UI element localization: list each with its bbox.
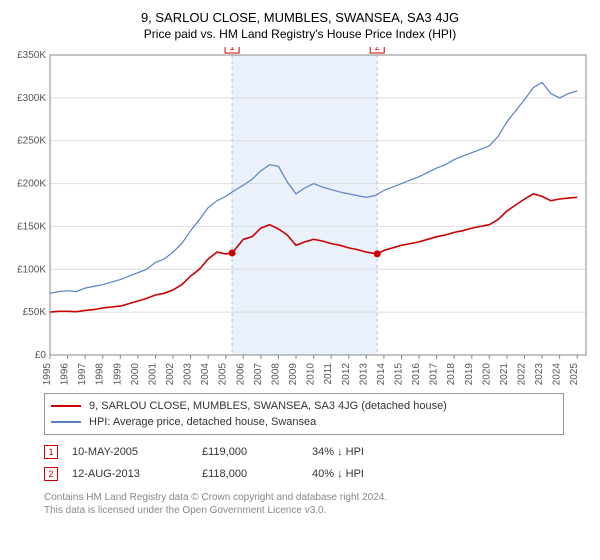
svg-text:2023: 2023 bbox=[534, 363, 545, 386]
svg-text:2005: 2005 bbox=[218, 363, 229, 386]
marker-row: 1 10-MAY-2005£119,00034% ↓ HPI bbox=[44, 441, 564, 463]
marker-price: £119,000 bbox=[202, 446, 312, 458]
chart-title: 9, SARLOU CLOSE, MUMBLES, SWANSEA, SA3 4… bbox=[8, 10, 592, 25]
svg-text:£100K: £100K bbox=[17, 264, 46, 275]
legend-label: 9, SARLOU CLOSE, MUMBLES, SWANSEA, SA3 4… bbox=[89, 400, 447, 412]
svg-text:2010: 2010 bbox=[306, 363, 317, 386]
legend-label: HPI: Average price, detached house, Swan… bbox=[89, 416, 316, 428]
svg-text:£250K: £250K bbox=[17, 136, 46, 147]
svg-text:1999: 1999 bbox=[112, 363, 123, 386]
footer-line-2: This data is licensed under the Open Gov… bbox=[44, 504, 564, 517]
svg-text:£350K: £350K bbox=[17, 50, 46, 61]
svg-text:2018: 2018 bbox=[446, 363, 457, 386]
marker-number-box: 1 bbox=[44, 445, 58, 459]
svg-text:2016: 2016 bbox=[411, 363, 422, 386]
legend-box: 9, SARLOU CLOSE, MUMBLES, SWANSEA, SA3 4… bbox=[44, 393, 564, 435]
svg-text:2015: 2015 bbox=[393, 363, 404, 386]
svg-text:£300K: £300K bbox=[17, 93, 46, 104]
svg-text:2021: 2021 bbox=[499, 363, 510, 386]
svg-text:1: 1 bbox=[230, 47, 235, 52]
legend-swatch bbox=[51, 421, 81, 422]
legend-swatch bbox=[51, 405, 81, 407]
svg-text:2011: 2011 bbox=[323, 363, 334, 385]
chart-container: 9, SARLOU CLOSE, MUMBLES, SWANSEA, SA3 4… bbox=[0, 0, 600, 525]
chart-subtitle: Price paid vs. HM Land Registry's House … bbox=[8, 27, 592, 41]
marker-delta: 40% ↓ HPI bbox=[312, 468, 364, 480]
svg-text:£150K: £150K bbox=[17, 221, 46, 232]
svg-text:2013: 2013 bbox=[358, 363, 369, 386]
svg-text:2007: 2007 bbox=[253, 363, 264, 386]
legend-item: 9, SARLOU CLOSE, MUMBLES, SWANSEA, SA3 4… bbox=[51, 398, 557, 414]
footer-attribution: Contains HM Land Registry data © Crown c… bbox=[44, 491, 564, 517]
svg-text:2004: 2004 bbox=[200, 363, 211, 386]
svg-text:2014: 2014 bbox=[376, 363, 387, 386]
svg-text:2024: 2024 bbox=[552, 363, 563, 386]
markers-table: 1 10-MAY-2005£119,00034% ↓ HPI 2 12-AUG-201… bbox=[44, 441, 564, 485]
marker-number-box: 2 bbox=[44, 467, 58, 481]
svg-text:2: 2 bbox=[375, 47, 380, 52]
marker-row: 2 12-AUG-2013£118,00040% ↓ HPI bbox=[44, 463, 564, 485]
svg-text:2002: 2002 bbox=[165, 363, 176, 386]
svg-text:2022: 2022 bbox=[516, 363, 527, 386]
chart-plot: £0 £50K £100K £150K £200K £250K £300K £350K 1995… bbox=[8, 47, 592, 387]
svg-text:1997: 1997 bbox=[77, 363, 88, 386]
svg-text:2000: 2000 bbox=[130, 363, 141, 386]
svg-text:1996: 1996 bbox=[60, 363, 71, 386]
svg-text:2012: 2012 bbox=[341, 363, 352, 386]
svg-text:1998: 1998 bbox=[95, 363, 106, 386]
svg-text:£200K: £200K bbox=[17, 179, 46, 190]
svg-text:1995: 1995 bbox=[42, 363, 53, 386]
svg-text:2006: 2006 bbox=[235, 363, 246, 386]
svg-text:2009: 2009 bbox=[288, 363, 299, 386]
footer-line-1: Contains HM Land Registry data © Crown c… bbox=[44, 491, 564, 504]
svg-text:2025: 2025 bbox=[569, 363, 580, 386]
svg-text:2019: 2019 bbox=[464, 363, 475, 386]
svg-text:2008: 2008 bbox=[270, 363, 281, 386]
svg-text:2017: 2017 bbox=[429, 363, 440, 386]
svg-text:2001: 2001 bbox=[147, 363, 158, 386]
chart-svg: £0 £50K £100K £150K £200K £250K £300K £350K 1995… bbox=[8, 47, 592, 387]
marker-date: 10-MAY-2005 bbox=[72, 446, 202, 458]
legend-item: HPI: Average price, detached house, Swan… bbox=[51, 414, 557, 430]
svg-text:2020: 2020 bbox=[481, 363, 492, 386]
svg-text:£0: £0 bbox=[35, 350, 47, 361]
svg-text:£50K: £50K bbox=[23, 307, 47, 318]
marker-delta: 34% ↓ HPI bbox=[312, 446, 364, 458]
marker-date: 12-AUG-2013 bbox=[72, 468, 202, 480]
svg-text:2003: 2003 bbox=[183, 363, 194, 386]
marker-price: £118,000 bbox=[202, 468, 312, 480]
